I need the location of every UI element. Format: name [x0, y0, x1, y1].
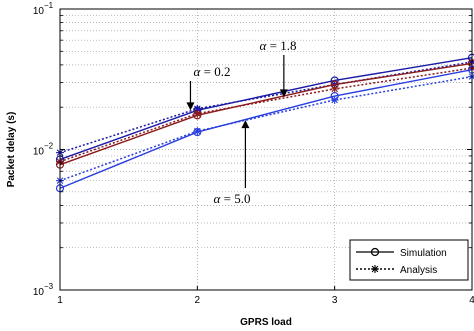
- y-tick-label-base: 10: [33, 287, 45, 298]
- annotation-alpha-1-8: α = 1.8: [260, 38, 297, 98]
- y-axis-label: Packet delay (s): [6, 112, 17, 188]
- legend-label-analysis: Analysis: [400, 265, 437, 276]
- x-tick-label: 1: [57, 295, 63, 306]
- analysis-point-alpha-50: [468, 72, 474, 81]
- analysis-line-alpha-50: [59, 75, 473, 182]
- y-tick-label-base: 10: [33, 6, 45, 17]
- annotation-alpha-0-2: α = 0.2: [186, 64, 231, 111]
- ticks: 1 2 3 410−110−210−3: [33, 1, 474, 306]
- y-tick-label-exponent: −2: [44, 142, 54, 151]
- simulation-line-alpha-18: [59, 62, 473, 166]
- x-tick-label: 4: [469, 295, 474, 306]
- x-tick-label: 3: [332, 295, 338, 306]
- analysis-line-alpha-02: [59, 61, 473, 154]
- annotation-label: α = 1.8: [260, 38, 297, 53]
- annotations: α = 0.2 α = 1.8 α = 5.0: [186, 38, 296, 206]
- legend-marker-circle: [370, 247, 380, 257]
- annotation-arrow-head: [186, 102, 195, 111]
- x-tick-label: 2: [195, 295, 201, 306]
- analysis-point-alpha-18: [330, 84, 339, 93]
- legend-label-simulation: Simulation: [400, 248, 447, 259]
- y-tick-label-exponent: −1: [44, 1, 54, 10]
- legend-marker-asterisk: [371, 265, 379, 273]
- analysis-point-alpha-50: [193, 127, 202, 136]
- analysis-point-alpha-50: [330, 96, 339, 105]
- y-tick-label-base: 10: [33, 147, 45, 158]
- analysis-point-alpha-18: [193, 109, 202, 118]
- annotation-arrow-head: [241, 120, 250, 129]
- annotation-label: α = 0.2: [194, 64, 231, 79]
- x-axis-label: GPRS load: [240, 317, 292, 328]
- annotation-label: α = 5.0: [214, 191, 251, 206]
- simulation-line-alpha-02: [59, 57, 473, 161]
- grid: [60, 9, 472, 290]
- analysis-line-alpha-18: [59, 67, 473, 163]
- legend-box: [349, 239, 469, 281]
- legend: Simulation Analysis: [349, 239, 469, 281]
- y-tick-label-exponent: −3: [44, 282, 54, 291]
- annotation-alpha-5-0: α = 5.0: [214, 120, 251, 206]
- simulation-line-alpha-50: [59, 68, 473, 189]
- annotation-arrow-head: [279, 89, 288, 98]
